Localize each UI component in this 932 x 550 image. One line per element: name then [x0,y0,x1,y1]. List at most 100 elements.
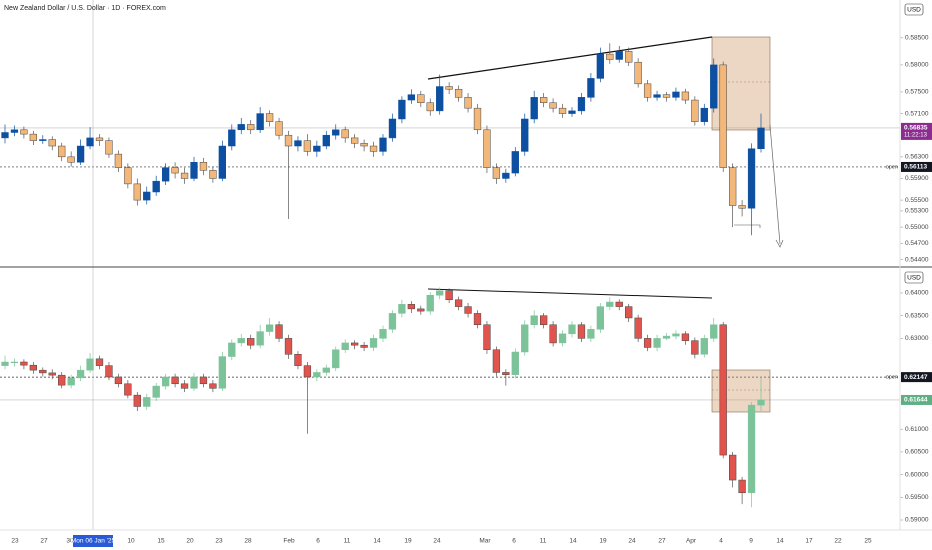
candle-body [67,377,75,386]
candle-body [360,344,368,348]
candle-body [738,205,746,209]
candle-body [606,53,614,60]
candle-body [577,324,586,339]
candle-body [20,129,28,135]
candle-body [643,83,652,98]
y-tick-label: 0.54700 [905,240,929,247]
candle-body [67,156,75,163]
candle-body [596,53,605,79]
candle-body [303,140,312,152]
candle-body [152,180,160,193]
open-price-box [901,372,932,383]
candle-body [10,361,19,364]
candle-body [502,372,510,375]
candle-body [483,324,491,350]
candle-body [747,404,756,494]
candle-body [39,369,47,374]
candle-body [492,167,501,179]
currency-label: USD [907,7,921,14]
y-tick-label: 0.59500 [905,494,929,501]
candle-body [124,383,132,396]
candle-body [48,372,56,376]
candle-body [209,383,217,389]
candle-body [511,351,519,375]
candle-body [625,51,633,63]
chart-title: New Zealand Dollar / U.S. Dollar · 1D · … [4,5,166,12]
candle-body [738,479,746,494]
y-tick-label: 0.58500 [905,35,929,42]
countdown: 11:22:13 [904,132,928,138]
open-price-label: 0.62147 [904,374,928,381]
open-price-box [901,161,932,172]
candle-body [332,349,340,369]
candle-body [86,137,94,147]
candle-body [558,333,567,344]
currency-box [904,271,924,284]
candle-body [710,64,718,109]
arrow-head [775,239,784,248]
candle-body [672,91,680,98]
candle-body [653,94,661,98]
candle-body [105,365,113,378]
candle-body [199,161,208,171]
candle-body [540,315,548,326]
candle-body [360,143,368,147]
candle-body [606,301,614,307]
candle-body [284,134,293,147]
candle-body [341,342,349,350]
candle-body [209,170,217,179]
x-tick-label: 27 [40,538,48,545]
candle-body [388,118,397,139]
x-tick-label: 10 [127,538,135,545]
x-tick-label: Apr [686,538,697,545]
crosshair-date-box [73,535,113,547]
last-price-box [901,122,932,140]
candle-body [303,365,312,378]
y-tick-label: 0.58000 [905,62,929,69]
x-tick-label: 14 [569,538,577,545]
candle-body [625,306,633,319]
candle-body [473,313,482,326]
last-price-label: 0.56835 [904,125,928,132]
candle-body [218,356,226,389]
projection-arrow [769,124,781,245]
candle-body [105,140,113,155]
candle-body [426,294,434,312]
candle-body [313,372,321,378]
y-tick-label: 0.56300 [905,154,929,161]
candle-body [653,338,661,348]
candle-body [473,107,482,131]
candle-body [729,454,737,481]
candle-body [691,99,699,122]
candle-body [511,151,519,174]
candle-body [1,132,9,139]
candle-body [379,137,387,152]
trend-line [427,36,713,80]
candle-body [29,364,38,371]
labels-layer: USD 0.58500 0.58000 0.57500 0.57100 0.56300 0.… [11,3,932,547]
candle-body [700,338,708,355]
candle-body [681,333,690,341]
candle-body [180,383,189,389]
candle-body [454,299,463,307]
candle-body [180,172,189,179]
x-tick-label: 23 [215,538,223,545]
x-tick-label: 6 [512,538,516,545]
x-tick-label: Mar [479,538,491,545]
candle-body [29,133,38,141]
candle-body [124,167,132,185]
candle-body [143,191,151,201]
x-tick-label: 23 [11,538,19,545]
y-tick-label: 0.60000 [905,471,929,478]
candle-body [76,369,85,379]
candle-body [190,161,198,179]
candle-body [275,324,283,339]
candle-body [218,145,226,179]
candle-body [521,118,529,152]
candle-body [729,167,737,206]
candle-body [719,324,727,456]
x-tick-label: 9 [749,538,753,545]
x-tick-label: 24 [433,538,441,545]
candle-body [351,342,359,346]
candle-body [114,376,123,385]
